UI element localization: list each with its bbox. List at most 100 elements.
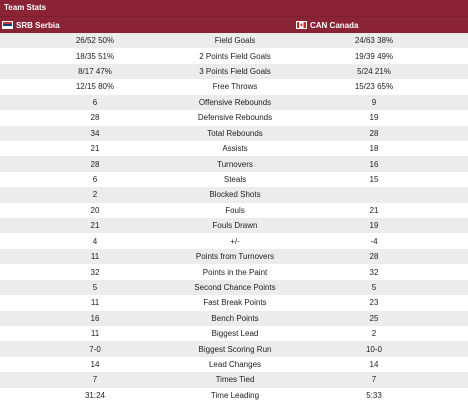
stat-row: 6 Steals 15 xyxy=(0,171,468,188)
away-stat-value: 21 xyxy=(369,205,379,215)
away-stat-value: 5/24 21% xyxy=(357,67,391,77)
away-stat-value: 23 xyxy=(369,298,379,308)
stat-row: 5 Second Chance Points 5 xyxy=(0,279,468,296)
away-stat-value: 19/39 49% xyxy=(354,51,394,61)
away-stat-value: 24/63 38% xyxy=(354,36,394,46)
stat-label: Assists xyxy=(222,144,248,154)
home-stat-value: 11 xyxy=(90,252,100,262)
away-stat-value: 7 xyxy=(371,375,377,385)
home-stat-value: 20 xyxy=(90,205,100,215)
stat-label: Fast Break Points xyxy=(203,298,267,308)
away-stat-value: 15/23 65% xyxy=(354,82,394,92)
stat-row: 18/35 51% 2 Points Field Goals 19/39 49% xyxy=(0,48,468,64)
stat-row: 26/52 50% Field Goals 24/63 38% xyxy=(0,33,468,49)
home-team: SRB Serbia xyxy=(2,17,60,33)
away-stat-value: 28 xyxy=(369,252,379,262)
stat-label: Blocked Shots xyxy=(209,190,261,200)
home-team-name: SRB Serbia xyxy=(16,20,60,30)
home-stat-value: 4 xyxy=(92,236,98,246)
serbia-flag-icon xyxy=(2,21,13,29)
home-stat-value: 6 xyxy=(92,175,98,184)
home-stat-value: 34 xyxy=(90,128,100,138)
stat-label: Total Rebounds xyxy=(207,128,263,138)
stat-row: 14 Lead Changes 14 xyxy=(0,356,468,373)
away-stat-value: 16 xyxy=(369,159,379,169)
stat-row: 8/17 47% 3 Points Field Goals 5/24 21% xyxy=(0,63,468,80)
stat-label: Second Chance Points xyxy=(194,282,276,292)
stat-label: Bench Points xyxy=(211,313,259,323)
stat-label: Offensive Rebounds xyxy=(198,97,272,107)
stat-row: 12/15 80% Free Throws 15/23 65% xyxy=(0,79,468,95)
away-stat-value: 14 xyxy=(369,360,379,370)
home-stat-value: 28 xyxy=(90,159,100,169)
teams-header: SRB Serbia CAN Canada xyxy=(0,16,468,33)
away-stat-value: 5:33 xyxy=(366,390,382,400)
home-stat-value: 21 xyxy=(90,221,100,231)
stat-row: 7 Times Tied 7 xyxy=(0,372,468,388)
home-stat-value: 18/35 51% xyxy=(75,51,115,61)
stat-label: Points in the Paint xyxy=(202,267,268,277)
stat-label: Time Leading xyxy=(210,390,260,400)
stat-row: 2 Blocked Shots xyxy=(0,187,468,203)
home-stat-value: 2 xyxy=(92,190,98,200)
away-stat-value: 19 xyxy=(369,221,379,231)
home-stat-value: 5 xyxy=(92,282,98,292)
stat-label: 3 Points Field Goals xyxy=(199,67,271,77)
home-stat-value: 31:24 xyxy=(84,390,106,400)
stat-label: 2 Points Field Goals xyxy=(199,51,271,61)
away-stat-value: 9 xyxy=(371,97,377,107)
away-stat-value: 19 xyxy=(369,113,379,123)
home-stat-value: 14 xyxy=(90,360,100,370)
stats-table: 26/52 50% Field Goals 24/63 38% 18/35 51% 2 … xyxy=(0,33,468,403)
away-stat-value: 10-0 xyxy=(365,344,382,354)
stat-label: +/- xyxy=(230,236,240,246)
stat-row: 16 Bench Points 25 xyxy=(0,310,468,327)
stat-row: 28 Turnovers 16 xyxy=(0,156,468,172)
away-stat-value: 18 xyxy=(369,144,379,154)
stat-label: Fouls xyxy=(225,205,245,215)
home-stat-value: 8/17 47% xyxy=(78,67,112,77)
stat-row: 21 Assists 18 xyxy=(0,140,468,157)
stat-row: 28 Defensive Rebounds 19 xyxy=(0,110,468,126)
stat-row: 32 Points in the Paint 32 xyxy=(0,264,468,280)
stat-row: 6 Offensive Rebounds 9 xyxy=(0,94,468,111)
home-stat-value: 6 xyxy=(92,97,98,107)
stat-row: 21 Fouls Drawn 19 xyxy=(0,218,468,234)
home-stat-value: 7-0 xyxy=(89,344,101,354)
away-stat-value: 5 xyxy=(371,282,377,292)
away-stat-value: 2 xyxy=(371,329,377,339)
stat-label: Fouls Drawn xyxy=(212,221,258,231)
stat-row: 7-0 Biggest Scoring Run 10-0 xyxy=(0,341,468,357)
home-stat-value: 11 xyxy=(90,298,100,308)
away-stat-value: 25 xyxy=(369,313,379,323)
stat-label: Steals xyxy=(223,175,247,184)
stat-label: Points from Turnovers xyxy=(195,252,275,262)
away-stat-value: 28 xyxy=(369,128,379,138)
away-team: CAN Canada xyxy=(296,17,358,33)
canada-flag-icon xyxy=(296,21,307,29)
stat-label: Lead Changes xyxy=(208,360,262,370)
home-stat-value: 12/15 80% xyxy=(75,82,115,92)
stat-label: Biggest Lead xyxy=(211,329,259,339)
home-stat-value: 16 xyxy=(90,313,100,323)
home-stat-value: 21 xyxy=(90,144,100,154)
stat-row: 4 +/- -4 xyxy=(0,233,468,249)
stat-row: 11 Biggest Lead 2 xyxy=(0,326,468,342)
stat-label: Defensive Rebounds xyxy=(197,113,273,123)
stat-label: Turnovers xyxy=(217,159,253,169)
team-stats-title: Team Stats xyxy=(0,0,468,16)
stat-label: Free Throws xyxy=(212,82,258,92)
stat-row: 20 Fouls 21 xyxy=(0,202,468,219)
stat-row: 31:24 Time Leading 5:33 xyxy=(0,387,468,403)
stat-row: 34 Total Rebounds 28 xyxy=(0,125,468,141)
home-stat-value: 7 xyxy=(92,375,98,385)
stat-label: Field Goals xyxy=(214,36,256,46)
home-stat-value: 11 xyxy=(90,329,100,339)
home-stat-value: 32 xyxy=(90,267,100,277)
stat-label: Times Tied xyxy=(215,375,255,385)
stat-row: 11 Points from Turnovers 28 xyxy=(0,248,468,265)
stat-row: 11 Fast Break Points 23 xyxy=(0,295,468,311)
away-stat-value: 32 xyxy=(369,267,379,277)
stat-label: Biggest Scoring Run xyxy=(198,344,272,354)
away-stat-value: 15 xyxy=(369,175,379,184)
